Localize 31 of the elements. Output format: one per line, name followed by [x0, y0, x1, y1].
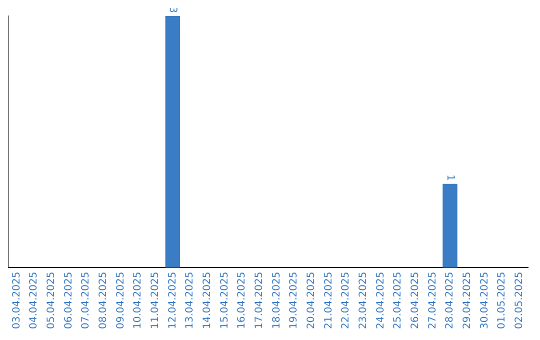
x-tick-label: 10.04.2025 [132, 272, 144, 330]
x-tick-label: 07.04.2025 [80, 272, 92, 330]
x-tick-label: 22.04.2025 [340, 272, 352, 330]
x-tick-label: 01.05.2025 [496, 272, 508, 330]
x-tick-label: 21.04.2025 [323, 272, 334, 330]
x-tick-label: 25.04.2025 [392, 272, 404, 330]
x-tick-label: 03.04.2025 [11, 272, 22, 330]
x-tick-label: 20.04.2025 [306, 272, 317, 330]
x-tick-label: 08.04.2025 [98, 272, 109, 330]
x-tick-label: 23.04.2025 [358, 272, 369, 330]
x-tick-label: 04.04.2025 [28, 272, 40, 330]
x-tick-label: 26.04.2025 [410, 272, 421, 330]
x-tick-label: 19.04.2025 [288, 272, 300, 330]
x-tick-label: 28.04.2025 [444, 272, 456, 330]
x-tick-label: 09.04.2025 [115, 272, 126, 330]
x-tick-label: 17.04.2025 [254, 272, 265, 330]
x-tick-label: 02.05.2025 [514, 272, 525, 330]
data-label: 1 [444, 174, 456, 181]
x-tick-label: 05.04.2025 [46, 272, 57, 330]
x-tick-label: 29.04.2025 [462, 272, 473, 330]
x-tick-label: 12.04.2025 [167, 272, 178, 330]
x-tick-label: 15.04.2025 [219, 272, 230, 330]
x-tick-label: 30.04.2025 [479, 272, 490, 330]
x-tick-label: 24.04.2025 [375, 272, 386, 330]
x-tick-label: 11.04.2025 [150, 272, 161, 330]
x-tick-label: 18.04.2025 [271, 272, 282, 330]
x-tick-label: 27.04.2025 [427, 272, 438, 330]
x-tick-label: 16.04.2025 [236, 272, 248, 330]
x-tick-label: 06.04.2025 [63, 272, 74, 330]
x-tick-label: 13.04.2025 [184, 272, 196, 330]
x-tick-label: 14.04.2025 [202, 272, 213, 330]
